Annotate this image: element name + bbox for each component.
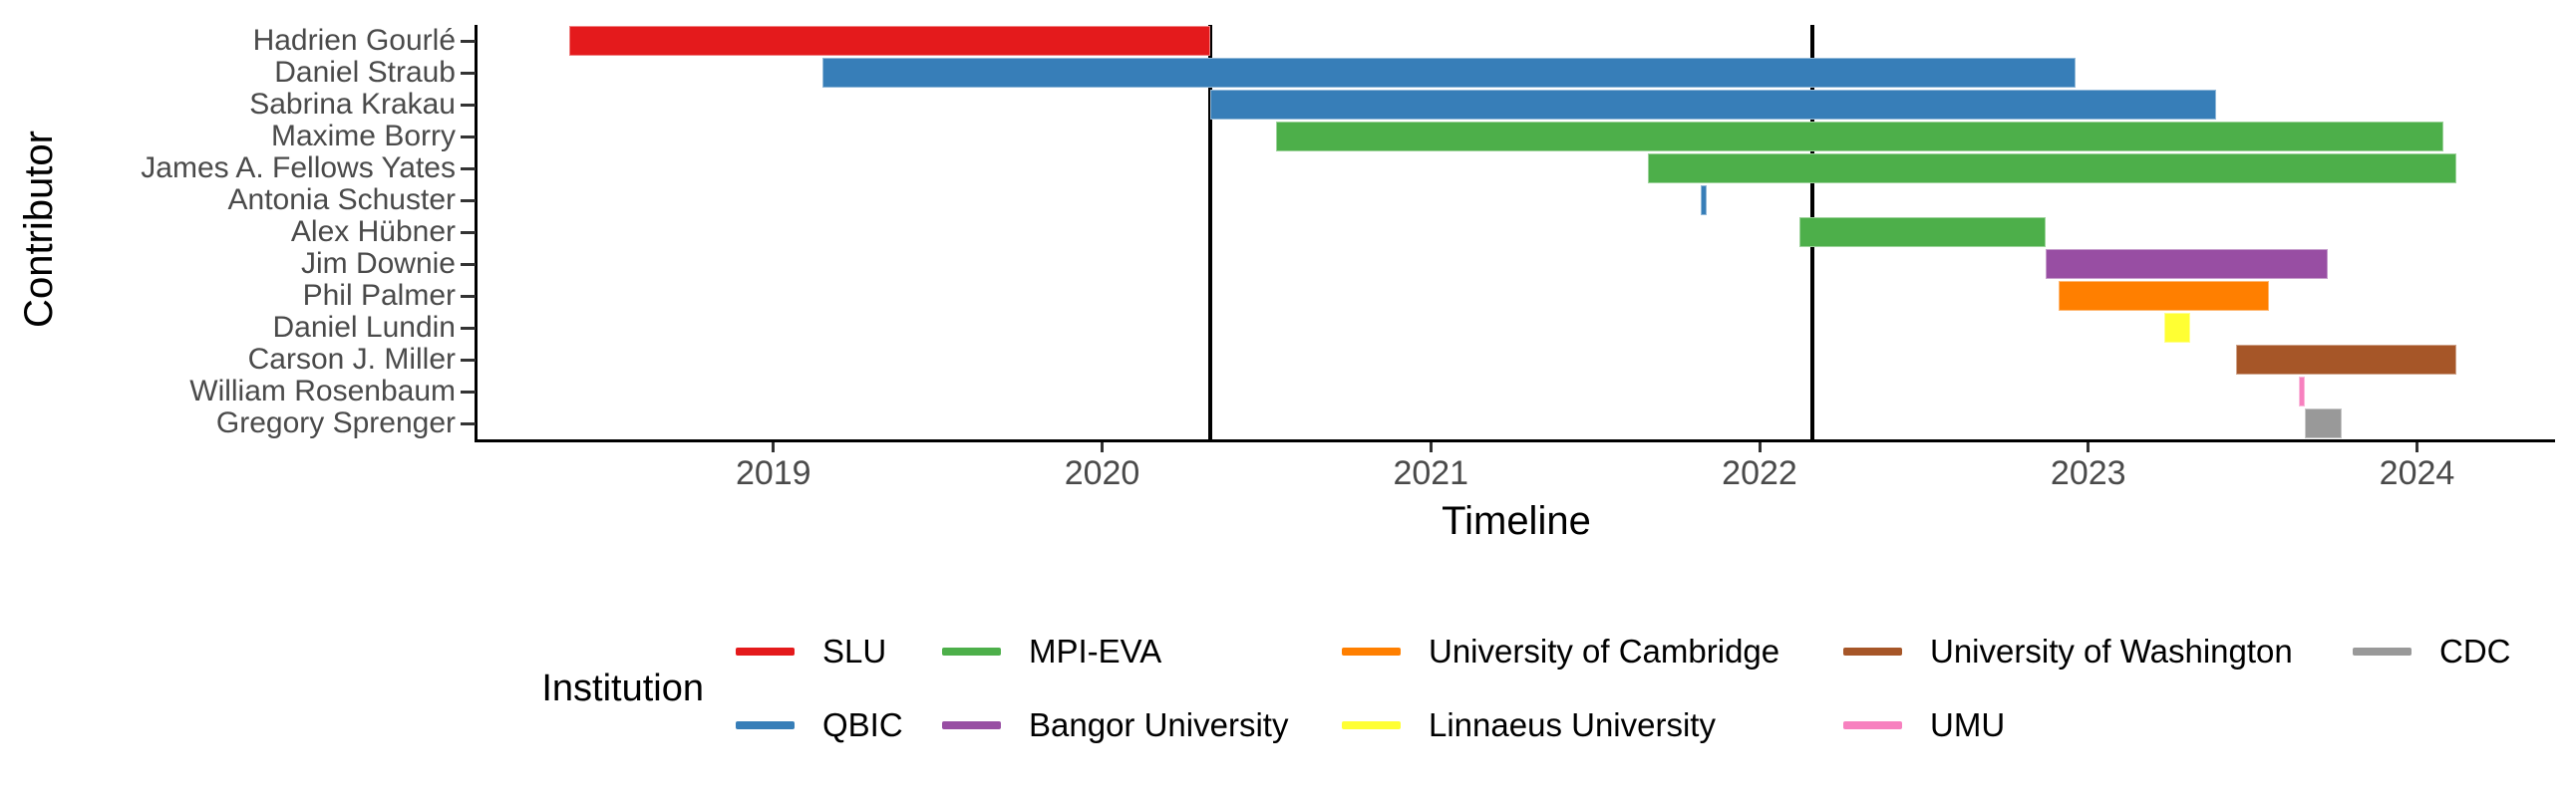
- plot-area: [478, 25, 2555, 439]
- legend-key: [1843, 721, 1902, 729]
- y-tick: [461, 104, 476, 107]
- y-tick: [461, 167, 476, 170]
- gantt-bar: [569, 26, 1211, 56]
- legend-key: [736, 648, 795, 656]
- gantt-bar: [1647, 153, 2457, 183]
- y-tick: [461, 391, 476, 394]
- x-tick: [1101, 442, 1105, 452]
- gantt-bar: [822, 58, 2076, 88]
- y-tick-label: Antonia Schuster: [227, 183, 456, 216]
- legend-key: [942, 721, 1001, 729]
- y-tick: [461, 135, 476, 138]
- y-tick-label: Daniel Straub: [274, 56, 456, 89]
- y-tick-label: James A. Fellows Yates: [141, 151, 456, 184]
- y-tick: [461, 422, 476, 425]
- y-tick: [461, 263, 476, 266]
- x-tick: [772, 442, 776, 452]
- x-tick: [1429, 442, 1433, 452]
- legend-label: SLU: [822, 633, 887, 670]
- x-tick: [1758, 442, 1762, 452]
- y-tick: [461, 359, 476, 362]
- y-tick-label: Daniel Lundin: [272, 311, 456, 344]
- x-tick-label: 2022: [1722, 454, 1797, 492]
- legend-label: CDC: [2439, 633, 2511, 670]
- event-marker-line: [1208, 25, 1213, 439]
- y-tick-label: Jim Downie: [300, 247, 456, 280]
- y-tick: [461, 40, 476, 43]
- legend-key: [1843, 648, 1902, 656]
- y-tick-label: Carson J. Miller: [247, 343, 456, 376]
- legend-label: Bangor University: [1029, 706, 1289, 743]
- legend-label: QBIC: [822, 706, 903, 743]
- x-tick: [2415, 442, 2418, 452]
- legend-label: University of Cambridge: [1429, 633, 1780, 670]
- y-tick-label: Alex Hübner: [290, 215, 456, 248]
- legend-key: [1342, 721, 1401, 729]
- gantt-bar: [2305, 408, 2342, 438]
- legend-key: [2353, 648, 2412, 656]
- y-tick-label: Gregory Sprenger: [215, 406, 456, 439]
- gantt-bar: [1276, 122, 2443, 151]
- x-tick-label: 2024: [2379, 454, 2455, 492]
- legend-key: [942, 648, 1001, 656]
- gantt-bar: [1798, 217, 2046, 247]
- gantt-bar: [2163, 313, 2190, 343]
- x-axis-title: Timeline: [1442, 499, 1591, 543]
- legend-label: UMU: [1930, 706, 2006, 743]
- y-tick: [461, 231, 476, 234]
- x-tick: [2087, 442, 2091, 452]
- y-tick-label: William Rosenbaum: [189, 375, 456, 407]
- gantt-bar: [1210, 90, 2217, 120]
- x-tick-label: 2019: [735, 454, 811, 492]
- gantt-bar: [2298, 377, 2306, 406]
- y-tick-label: Hadrien Gourlé: [252, 24, 456, 57]
- legend-label: University of Washington: [1930, 633, 2293, 670]
- y-axis-line: [475, 25, 478, 442]
- x-tick-label: 2023: [2050, 454, 2126, 492]
- legend-label: MPI-EVA: [1029, 633, 1162, 670]
- y-tick-label: Phil Palmer: [302, 279, 456, 312]
- x-tick-label: 2021: [1393, 454, 1469, 492]
- y-tick: [461, 199, 476, 202]
- x-tick-label: 2020: [1064, 454, 1140, 492]
- y-tick-label: Maxime Borry: [270, 120, 456, 152]
- y-axis-title: Contributor: [17, 131, 61, 328]
- y-tick: [461, 327, 476, 330]
- legend-label: Linnaeus University: [1429, 706, 1716, 743]
- legend-key: [736, 721, 795, 729]
- gantt-bar: [2236, 345, 2457, 375]
- gantt-bar: [2045, 249, 2329, 279]
- legend-key: [1342, 648, 1401, 656]
- x-axis-line: [475, 439, 2555, 442]
- y-tick: [461, 295, 476, 298]
- legend-title: Institution: [541, 668, 704, 709]
- y-tick-label: Sabrina Krakau: [249, 88, 456, 121]
- y-tick: [461, 72, 476, 75]
- gantt-bar: [1700, 185, 1708, 215]
- gantt-bar: [2059, 281, 2270, 311]
